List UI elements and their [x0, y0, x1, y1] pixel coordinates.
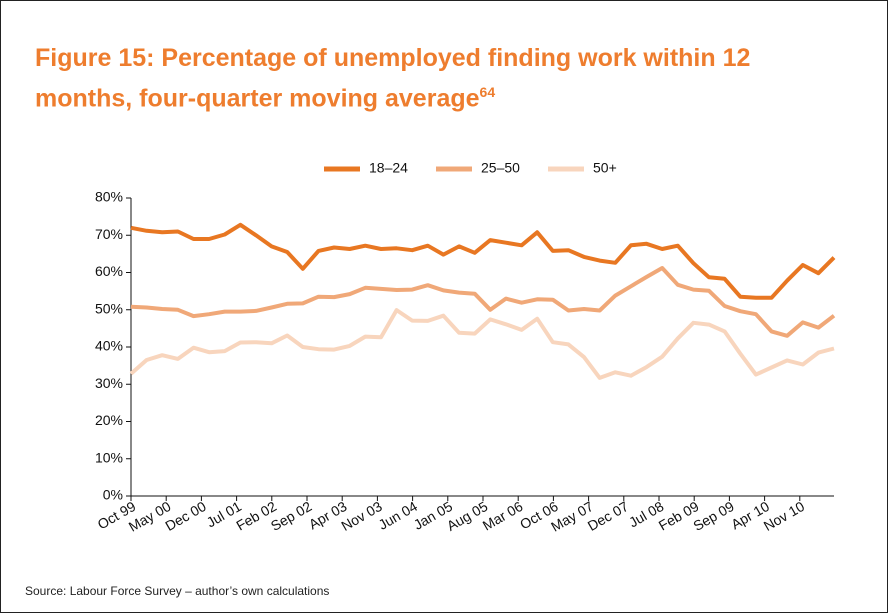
series-line	[130, 222, 836, 300]
y-tick-label: 80%	[95, 189, 123, 205]
y-tick-label: 50%	[95, 300, 123, 316]
y-tick-label: 60%	[95, 263, 123, 279]
y-tick-label: 70%	[95, 226, 123, 242]
x-tick-label: Jun 04	[376, 498, 421, 533]
x-tick-label: Aug 05	[444, 498, 491, 534]
x-tick-label: Dec 00	[162, 498, 209, 534]
x-tick-label: Nov 10	[761, 498, 808, 534]
source-note: Source: Labour Force Survey – author’s o…	[25, 584, 330, 598]
y-tick-label: 40%	[95, 338, 123, 354]
legend-label: 18–24	[369, 160, 408, 176]
x-tick-label: Mar 06	[480, 498, 526, 534]
legend-label: 25–50	[481, 160, 520, 176]
x-tick-label: Sep 09	[690, 498, 737, 534]
x-tick-label: Sep 02	[268, 498, 315, 534]
chart-title: Figure 15: Percentage of unemployed find…	[35, 44, 751, 113]
series-line	[129, 308, 835, 380]
series-line	[130, 266, 836, 338]
y-tick-label: 10%	[95, 449, 123, 465]
x-tick-label: Dec 07	[585, 498, 632, 534]
chart-title-block: Figure 15: Percentage of unemployed find…	[35, 41, 835, 115]
legend-label: 50+	[593, 160, 617, 176]
y-tick-label: 0%	[103, 487, 123, 503]
x-tick-label: Nov 03	[338, 498, 385, 534]
y-tick-label: 30%	[95, 375, 123, 391]
footnote-ref: 64	[479, 84, 496, 100]
y-tick-label: 20%	[95, 412, 123, 428]
